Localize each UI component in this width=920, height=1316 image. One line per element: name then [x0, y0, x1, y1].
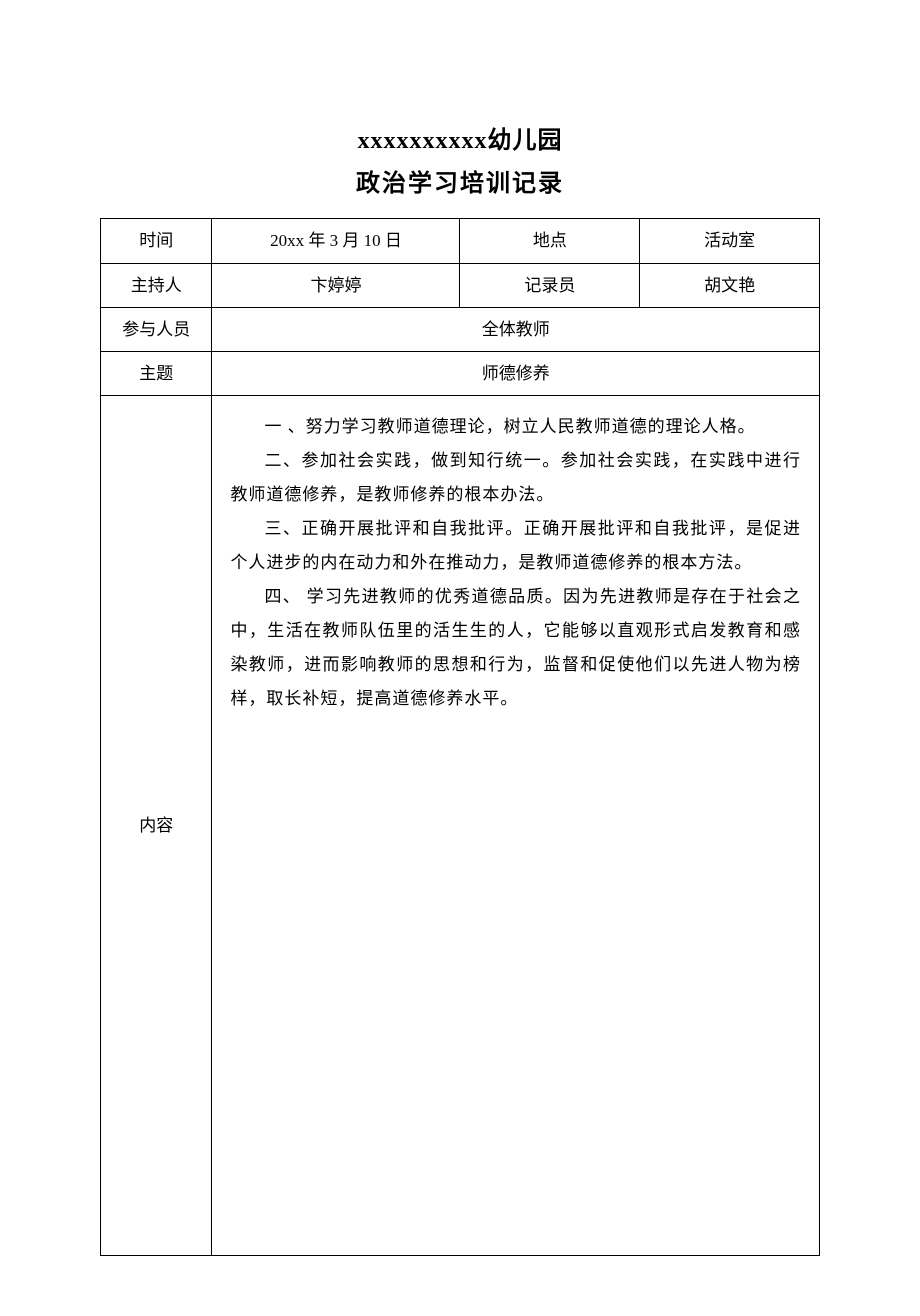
- content-cell: 一 、努力学习教师道德理论，树立人民教师道德的理论人格。 二、参加社会实践，做到…: [212, 396, 820, 1256]
- table-row: 内容 一 、努力学习教师道德理论，树立人民教师道德的理论人格。 二、参加社会实践…: [101, 396, 820, 1256]
- label-participants: 参与人员: [101, 307, 212, 351]
- table-row: 主题 师德修养: [101, 351, 820, 395]
- value-recorder: 胡文艳: [640, 263, 820, 307]
- table-row: 主持人 卞婷婷 记录员 胡文艳: [101, 263, 820, 307]
- value-host: 卞婷婷: [212, 263, 460, 307]
- value-location: 活动室: [640, 219, 820, 263]
- label-content: 内容: [101, 396, 212, 1256]
- title-line-1: xxxxxxxxxx幼儿园: [100, 120, 820, 163]
- content-paragraph: 四、 学习先进教师的优秀道德品质。因为先进教师是存在于社会之中，生活在教师队伍里…: [230, 580, 801, 716]
- title-line-2: 政治学习培训记录: [100, 163, 820, 206]
- table-row: 时间 20xx 年 3 月 10 日 地点 活动室: [101, 219, 820, 263]
- label-time: 时间: [101, 219, 212, 263]
- value-time: 20xx 年 3 月 10 日: [212, 219, 460, 263]
- content-paragraph: 二、参加社会实践，做到知行统一。参加社会实践，在实践中进行教师道德修养，是教师修…: [230, 444, 801, 512]
- record-table: 时间 20xx 年 3 月 10 日 地点 活动室 主持人 卞婷婷 记录员 胡文…: [100, 218, 820, 1256]
- title-prefix: xxxxxxxxxx: [358, 128, 488, 154]
- content-paragraph: 一 、努力学习教师道德理论，树立人民教师道德的理论人格。: [230, 410, 801, 444]
- table-row: 参与人员 全体教师: [101, 307, 820, 351]
- title-suffix: 幼儿园: [488, 128, 563, 154]
- label-host: 主持人: [101, 263, 212, 307]
- label-topic: 主题: [101, 351, 212, 395]
- title-block: xxxxxxxxxx幼儿园 政治学习培训记录: [100, 120, 820, 206]
- value-participants: 全体教师: [212, 307, 820, 351]
- label-location: 地点: [460, 219, 640, 263]
- document-page: xxxxxxxxxx幼儿园 政治学习培训记录 时间 20xx 年 3 月 10 …: [0, 0, 920, 1316]
- label-recorder: 记录员: [460, 263, 640, 307]
- content-paragraph: 三、正确开展批评和自我批评。正确开展批评和自我批评，是促进个人进步的内在动力和外…: [230, 512, 801, 580]
- value-topic: 师德修养: [212, 351, 820, 395]
